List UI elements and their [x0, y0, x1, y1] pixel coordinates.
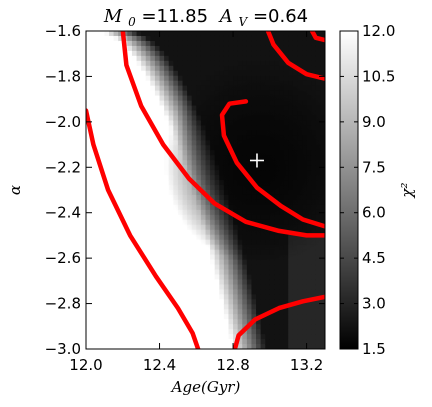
y-tick-label: −1.8 — [45, 67, 81, 85]
colorbar-tick-label: 10.5 — [362, 67, 395, 85]
contour-corner — [309, 31, 325, 43]
heatmap-area — [86, 31, 325, 349]
colorbar-ticks: 1.5 3.0 4.5 6.0 7.5 9.0 10.5 12.0 — [340, 22, 395, 358]
y-tick-label: −2.6 — [45, 249, 81, 267]
contour-middle — [120, 31, 325, 238]
x-tick-label: 12.0 — [69, 356, 102, 374]
title-a-value: =0.64 — [253, 6, 308, 27]
best-fit-marker — [249, 153, 264, 168]
colorbar — [339, 30, 359, 350]
x-tick-label: 13.2 — [290, 356, 323, 374]
y-tick-label: −2.0 — [45, 113, 81, 131]
colorbar-label: χ² — [398, 182, 416, 198]
contour-inner — [219, 99, 325, 229]
contour-upper-right — [265, 31, 325, 81]
title-m-value: =11.85 — [141, 6, 208, 27]
colorbar-tick-label: 7.5 — [362, 158, 386, 176]
title-a-symbol: A — [218, 6, 233, 27]
contour-lines — [86, 31, 325, 349]
plot-frame — [85, 30, 326, 350]
y-tick-label: −2.4 — [45, 204, 81, 222]
y-tick-label: −2.8 — [45, 295, 81, 313]
y-tick-label: −3.0 — [45, 340, 81, 358]
plot-ticks: 12.0 12.4 12.8 13.2 −3.0 −2.8 −2.6 −2.4 −2.2 −2.0… — [45, 22, 325, 374]
x-axis-label: Age(Gyr) — [170, 378, 241, 396]
title-m-subscript: 0 — [128, 15, 136, 29]
colorbar-tick-label: 9.0 — [362, 113, 386, 131]
y-axis-label: α — [6, 185, 24, 195]
colorbar-tick-label: 12.0 — [362, 22, 395, 40]
colorbar-tick-label: 1.5 — [362, 340, 386, 358]
x-tick-label: 12.8 — [216, 356, 249, 374]
colorbar-tick-label: 6.0 — [362, 204, 386, 222]
chart-title: M 0 =11.85 A V =0.64 — [103, 6, 308, 31]
y-tick-label: −1.6 — [45, 22, 81, 40]
contour-outer-bottom — [232, 294, 325, 349]
y-tick-label: −2.2 — [45, 158, 81, 176]
contour-outer-left — [86, 108, 201, 349]
colorbar-tick-label: 4.5 — [362, 249, 386, 267]
title-a-subscript: V — [239, 15, 249, 29]
valley-shading — [86, 31, 325, 349]
x-tick-label: 12.4 — [143, 356, 176, 374]
title-m-symbol: M — [103, 6, 123, 27]
colorbar-tick-label: 3.0 — [362, 295, 386, 313]
